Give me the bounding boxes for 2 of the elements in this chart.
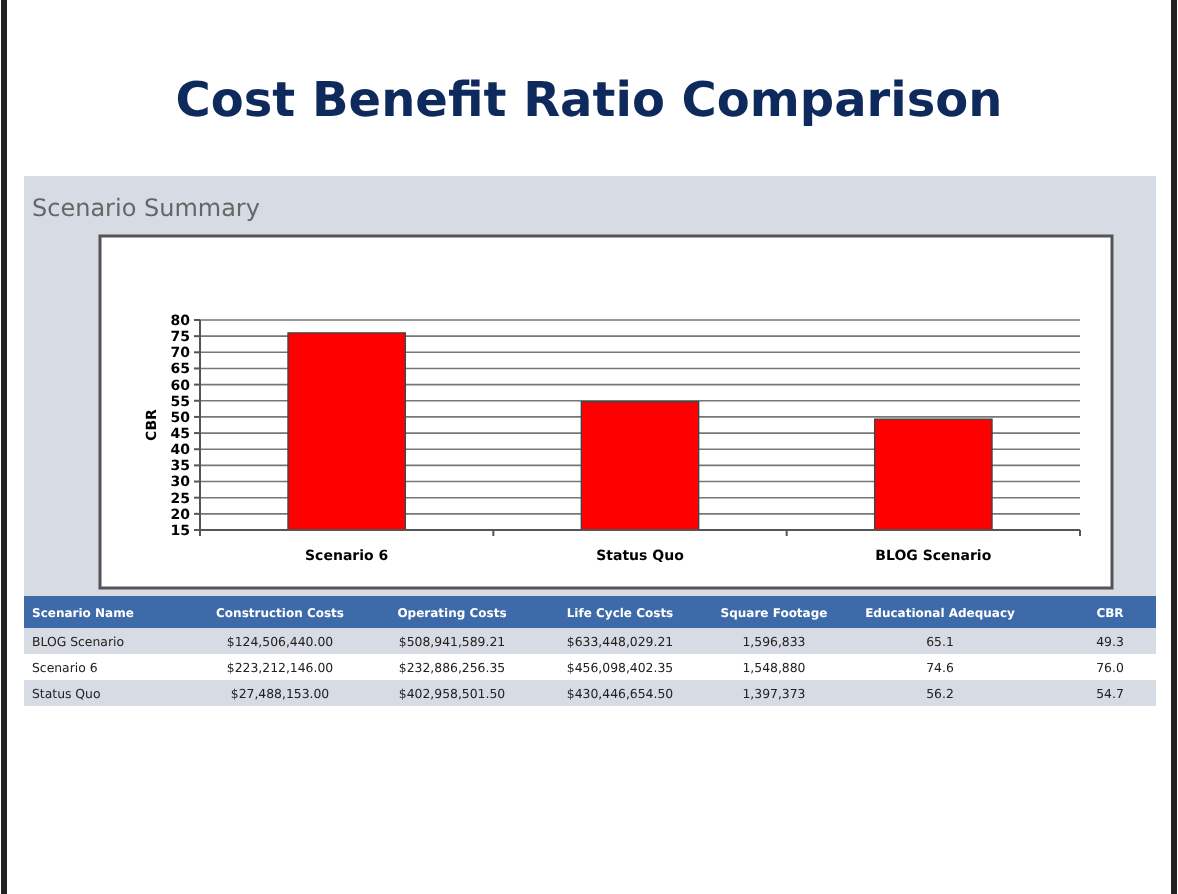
chart-subtitle: Scenario Summary [32,194,260,222]
chart-title: Cost Benefit Ratio Comparison [175,72,1003,128]
